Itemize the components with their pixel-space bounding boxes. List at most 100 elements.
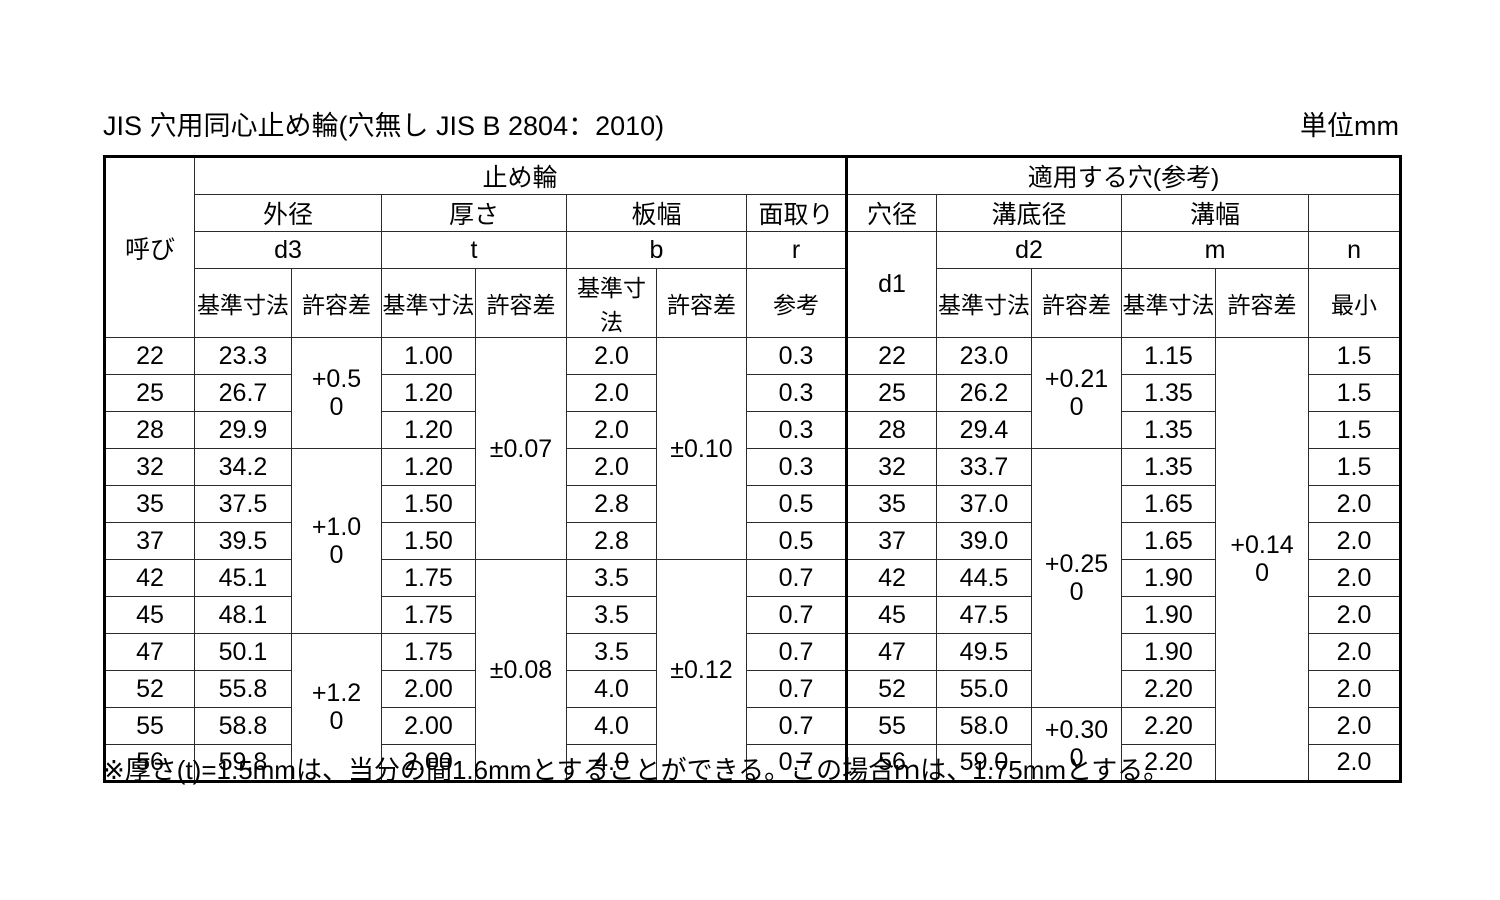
table-cell: 48.1 <box>194 596 292 634</box>
table-cell: 2.0 <box>1308 707 1402 745</box>
table-cell: 1.20 <box>381 411 476 449</box>
table-cell: 37.0 <box>936 485 1033 523</box>
table-cell: 4.0 <box>566 707 657 745</box>
table-row: 37 39.5 1.50 2.8 0.5 37 39.0 1.65 2.0 <box>104 522 1402 560</box>
header-symbol-b: b <box>566 231 747 269</box>
table-cell-tolerance: +0.14 0 <box>1215 337 1310 782</box>
table-cell: 1.5 <box>1308 337 1402 375</box>
header-groove-width: 溝幅 <box>1121 194 1310 232</box>
table-row: 22 23.3 +0.5 0 1.00 ±0.07 2.0 ±0.10 0.3 … <box>104 337 1402 782</box>
header-row-symbols: d3 t b r d1 d2 m n <box>105 231 1402 338</box>
header-tol-d2: 許容差 <box>1031 268 1123 338</box>
table-cell: 28 <box>845 411 938 449</box>
table-cell: 26.2 <box>936 374 1033 412</box>
header-thickness: 厚さ <box>381 194 567 232</box>
table-row: 35 37.5 1.50 2.8 0.5 35 37.0 1.65 2.0 <box>104 485 1402 523</box>
header-symbol-d3: d3 <box>194 231 382 269</box>
table-cell: 37 <box>845 522 938 560</box>
table-cell: 1.5 <box>1308 448 1402 486</box>
table-cell: 1.50 <box>381 485 476 523</box>
header-outer-diameter: 外径 <box>194 194 382 232</box>
table-cell: 28 <box>104 411 195 449</box>
table-cell: 44.5 <box>936 559 1033 597</box>
table-cell: 0.7 <box>745 559 848 597</box>
table-cell: 2.00 <box>381 707 476 745</box>
table-row: 56 59.8 2.00 4.0 0.7 56 59.0 2.20 2.0 <box>104 744 1402 782</box>
table-cell: 52 <box>104 670 195 708</box>
table-cell: 55 <box>104 707 195 745</box>
header-hole-group: 適用する穴(参考) <box>845 156 1402 195</box>
header-min-n: 最小 <box>1308 268 1402 338</box>
table-cell: 1.90 <box>1121 633 1217 671</box>
header-symbol-n: n <box>1308 231 1402 269</box>
table-cell: 1.90 <box>1121 596 1217 634</box>
table-cell: 2.0 <box>566 448 657 486</box>
table-cell: 50.1 <box>194 633 292 671</box>
table-cell: 0.3 <box>745 411 848 449</box>
unit-label: 単位mm <box>1300 111 1399 141</box>
table-cell: 42 <box>104 559 195 597</box>
header-name: 呼び <box>104 156 195 338</box>
table-row: 28 29.9 1.20 2.0 0.3 28 29.4 1.35 1.5 <box>104 411 1402 449</box>
table-cell: 2.8 <box>566 522 657 560</box>
table-cell: 2.0 <box>566 374 657 412</box>
header-empty-cell <box>1308 194 1402 232</box>
table-cell: 56 <box>845 744 938 782</box>
table-cell: 0.3 <box>745 448 848 486</box>
header-basic-d2: 基準寸法 <box>936 268 1033 338</box>
header-chamfer: 面取り <box>745 194 848 232</box>
table-cell-tolerance: +0.30 0 <box>1031 707 1123 782</box>
spec-table: 呼び 止め輪 適用する穴(参考) 外径 厚さ 板幅 面取り 穴径 溝底径 溝幅 … <box>103 155 1403 783</box>
table-cell: 1.5 <box>1308 374 1402 412</box>
table-cell: 0.3 <box>745 374 848 412</box>
header-basic-b: 基準寸法 <box>566 268 657 338</box>
header-tol-t: 許容差 <box>475 268 567 338</box>
table-cell: 2.00 <box>381 744 476 782</box>
table-cell: 1.00 <box>381 337 476 375</box>
header-row-groups: 呼び 止め輪 適用する穴(参考) <box>104 156 1402 338</box>
table-cell: 3.5 <box>566 559 657 597</box>
table-cell: 0.5 <box>745 522 848 560</box>
table-cell: 22 <box>104 337 195 375</box>
header-symbol-t: t <box>381 231 567 269</box>
table-cell: 1.35 <box>1121 448 1217 486</box>
table-cell: 1.15 <box>1121 337 1217 375</box>
table-cell: 25 <box>845 374 938 412</box>
table-cell: 2.0 <box>1308 522 1402 560</box>
table-row: 42 45.1 1.75 ±0.08 3.5 ±0.12 0.7 42 44.5… <box>104 559 1402 782</box>
header-symbol-r: r <box>745 231 848 269</box>
table-cell: 35 <box>104 485 195 523</box>
table-cell: 22 <box>845 337 938 375</box>
table-cell: 0.7 <box>745 744 848 782</box>
table-cell: 25 <box>104 374 195 412</box>
table-cell: 1.35 <box>1121 374 1217 412</box>
top-bar: JIS 穴用同心止め輪(穴無し JIS B 2804：2010) 単位mm <box>103 111 1399 142</box>
table-cell: 45 <box>845 596 938 634</box>
table-row: 52 55.8 2.00 4.0 0.7 52 55.0 2.20 2.0 <box>104 670 1402 708</box>
table-cell: 2.0 <box>1308 485 1402 523</box>
table-cell: 4.0 <box>566 744 657 782</box>
header-row-dimension-types: 基準寸法 許容差 基準寸法 許容差 基準寸法 許容差 参考 基準寸法 許容差 基… <box>105 268 1402 338</box>
table-cell: 2.00 <box>381 670 476 708</box>
header-ref-r: 参考 <box>745 268 848 338</box>
table-cell: 1.5 <box>1308 411 1402 449</box>
table-cell: 1.20 <box>381 374 476 412</box>
table-cell: 33.7 <box>936 448 1033 486</box>
header-basic-d3: 基準寸法 <box>194 268 292 338</box>
table-cell: 1.75 <box>381 633 476 671</box>
header-tol-m: 許容差 <box>1215 268 1310 338</box>
table-cell: 55 <box>845 707 938 745</box>
table-cell: 26.7 <box>194 374 292 412</box>
header-tol-d3: 許容差 <box>291 268 382 338</box>
header-basic-t: 基準寸法 <box>381 268 476 338</box>
table-cell: 39.5 <box>194 522 292 560</box>
table-cell: 1.65 <box>1121 485 1217 523</box>
header-tol-b: 許容差 <box>656 268 747 338</box>
table-row: 55 58.8 2.00 4.0 0.7 55 58.0 +0.30 0 2.2… <box>104 707 1402 782</box>
header-row-categories: 外径 厚さ 板幅 面取り 穴径 溝底径 溝幅 <box>105 194 1402 232</box>
table-cell: 45 <box>104 596 195 634</box>
table-cell: 49.5 <box>936 633 1033 671</box>
header-ring-group: 止め輪 <box>193 156 848 195</box>
table-cell-tolerance: ±0.08 <box>475 559 567 782</box>
header-basic-m: 基準寸法 <box>1121 268 1217 338</box>
